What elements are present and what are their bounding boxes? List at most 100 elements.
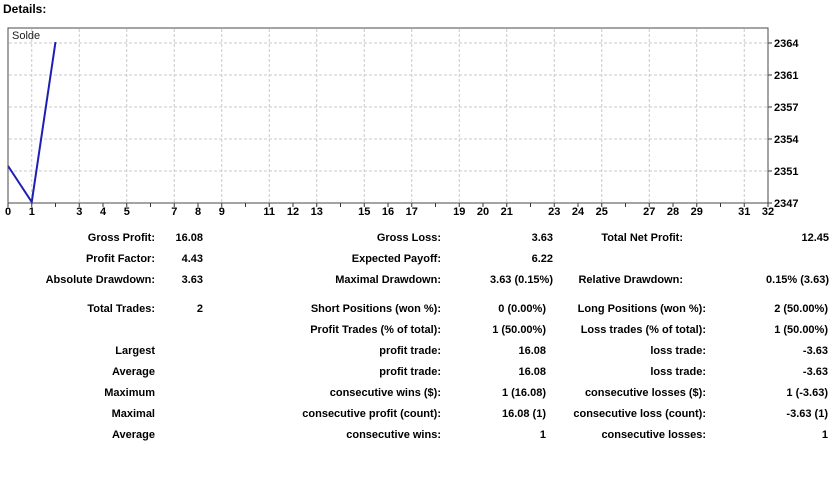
stat-value: 3.63 (181, 274, 203, 286)
x-tick-label: 3 (76, 206, 82, 218)
x-tick-label: 29 (691, 206, 703, 218)
stat-value: 12.45 (801, 232, 829, 244)
stat-label: Expected Payoff: (351, 253, 441, 265)
y-tick-label: 2364 (774, 38, 799, 50)
x-tick-label: 28 (667, 206, 679, 218)
stat-value: 0.15% (3.63) (766, 274, 829, 286)
stat-label: profit trade: (379, 366, 441, 378)
stat-label: consecutive wins: (346, 429, 441, 441)
x-tick-label: 21 (501, 206, 513, 218)
stat-label: Average (111, 429, 155, 441)
stat-label: Short Positions (won %): (310, 303, 441, 315)
stat-value: 6.22 (531, 253, 553, 265)
stat-value (155, 320, 203, 341)
x-tick-label: 24 (572, 206, 585, 218)
stat-label: consecutive losses ($): (584, 387, 706, 399)
stat-value: -3.63 (1) (786, 408, 828, 420)
stat-label: Absolute Drawdown: (45, 274, 155, 286)
stat-label: loss trade: (650, 366, 706, 378)
stats-trades-table: Total Trades: 2 Short Positions (won %):… (0, 299, 828, 446)
page-title: Details: (3, 2, 47, 16)
chart-border (7, 27, 769, 204)
x-tick-label: 1 (29, 206, 35, 218)
y-tick-label: 2357 (774, 102, 798, 114)
stat-value: 1 (50.00%) (492, 324, 546, 336)
stat-label: Profit Trades (% of total): (310, 324, 441, 336)
y-tick-label: 2361 (774, 70, 798, 82)
x-tick-label: 11 (263, 206, 275, 218)
axis-ticks (7, 42, 772, 207)
stat-value: 16.08 (518, 345, 546, 357)
stat-value (155, 425, 203, 446)
x-tick-label: 17 (406, 206, 418, 218)
stat-label: Largest (115, 345, 155, 357)
stat-value: 16.08 (175, 232, 203, 244)
stat-label: Relative Drawdown: (578, 274, 683, 286)
stat-label: Maximal (111, 408, 155, 420)
stat-label: consecutive loss (count): (573, 408, 706, 420)
stat-label (0, 320, 155, 341)
stat-label: profit trade: (379, 345, 441, 357)
x-tick-label: 19 (453, 206, 465, 218)
stat-value: 1 (-3.63) (786, 387, 828, 399)
stat-value: 16.08 (1) (501, 408, 546, 420)
stat-value: -3.63 (802, 345, 828, 357)
stat-value (155, 341, 203, 362)
chart-legend-solde: Solde (12, 30, 41, 42)
stat-value: 3.63 (0.15%) (490, 274, 553, 286)
stat-value: 2 (196, 303, 203, 315)
stat-label: Loss trades (% of total): (580, 324, 706, 336)
stat-value (155, 362, 203, 383)
x-tick-label: 8 (195, 206, 201, 218)
stat-label: Total Net Profit: (601, 232, 683, 244)
stat-label: Maximum (104, 387, 155, 399)
stat-label: consecutive losses: (601, 429, 706, 441)
x-tick-label: 20 (477, 206, 489, 218)
x-tick-label: 27 (643, 206, 655, 218)
x-tick-label: 31 (738, 206, 750, 218)
stat-label: consecutive wins ($): (329, 387, 441, 399)
x-tick-label: 9 (219, 206, 225, 218)
stat-value (155, 383, 203, 404)
x-tick-label: 15 (358, 206, 370, 218)
stat-value (683, 249, 829, 270)
stat-label: Gross Profit: (87, 232, 155, 244)
stat-label: consecutive profit (count): (302, 408, 441, 420)
stat-value: 4.43 (181, 253, 203, 265)
stat-label: Maximal Drawdown: (335, 274, 441, 286)
balance-line (7, 41, 57, 205)
stat-value: 1 (539, 429, 546, 441)
stat-value: 16.08 (518, 366, 546, 378)
stat-label: Gross Loss: (376, 232, 441, 244)
stat-value: -3.63 (802, 366, 828, 378)
x-tick-label: 13 (311, 206, 323, 218)
x-tick-label: 16 (382, 206, 394, 218)
stat-label: Long Positions (won %): (577, 303, 706, 315)
stat-value: 1 (821, 429, 828, 441)
x-tick-label: 0 (5, 206, 11, 218)
x-tick-label: 23 (548, 206, 560, 218)
stat-value: 2 (50.00%) (774, 303, 828, 315)
stat-value (155, 404, 203, 425)
stat-label: Profit Factor: (85, 253, 155, 265)
y-tick-label: 2347 (774, 198, 798, 210)
stat-label (553, 249, 683, 270)
stat-value: 0 (0.00%) (498, 303, 546, 315)
chart-gridlines (9, 29, 767, 202)
stat-value: 1 (16.08) (501, 387, 546, 399)
x-tick-label: 5 (124, 206, 130, 218)
stat-label: Total Trades: (87, 303, 155, 315)
stat-label: Average (111, 366, 155, 378)
x-tick-label: 32 (762, 206, 774, 218)
x-tick-label: 7 (171, 206, 177, 218)
stat-value: 3.63 (531, 232, 553, 244)
x-tick-label: 12 (287, 206, 299, 218)
x-tick-label: 25 (596, 206, 608, 218)
stats-summary-table: Gross Profit: 16.08 Gross Loss: 3.63 Tot… (0, 228, 829, 291)
y-tick-label: 2351 (774, 166, 798, 178)
stat-label: loss trade: (650, 345, 706, 357)
x-tick-label: 4 (100, 206, 107, 218)
